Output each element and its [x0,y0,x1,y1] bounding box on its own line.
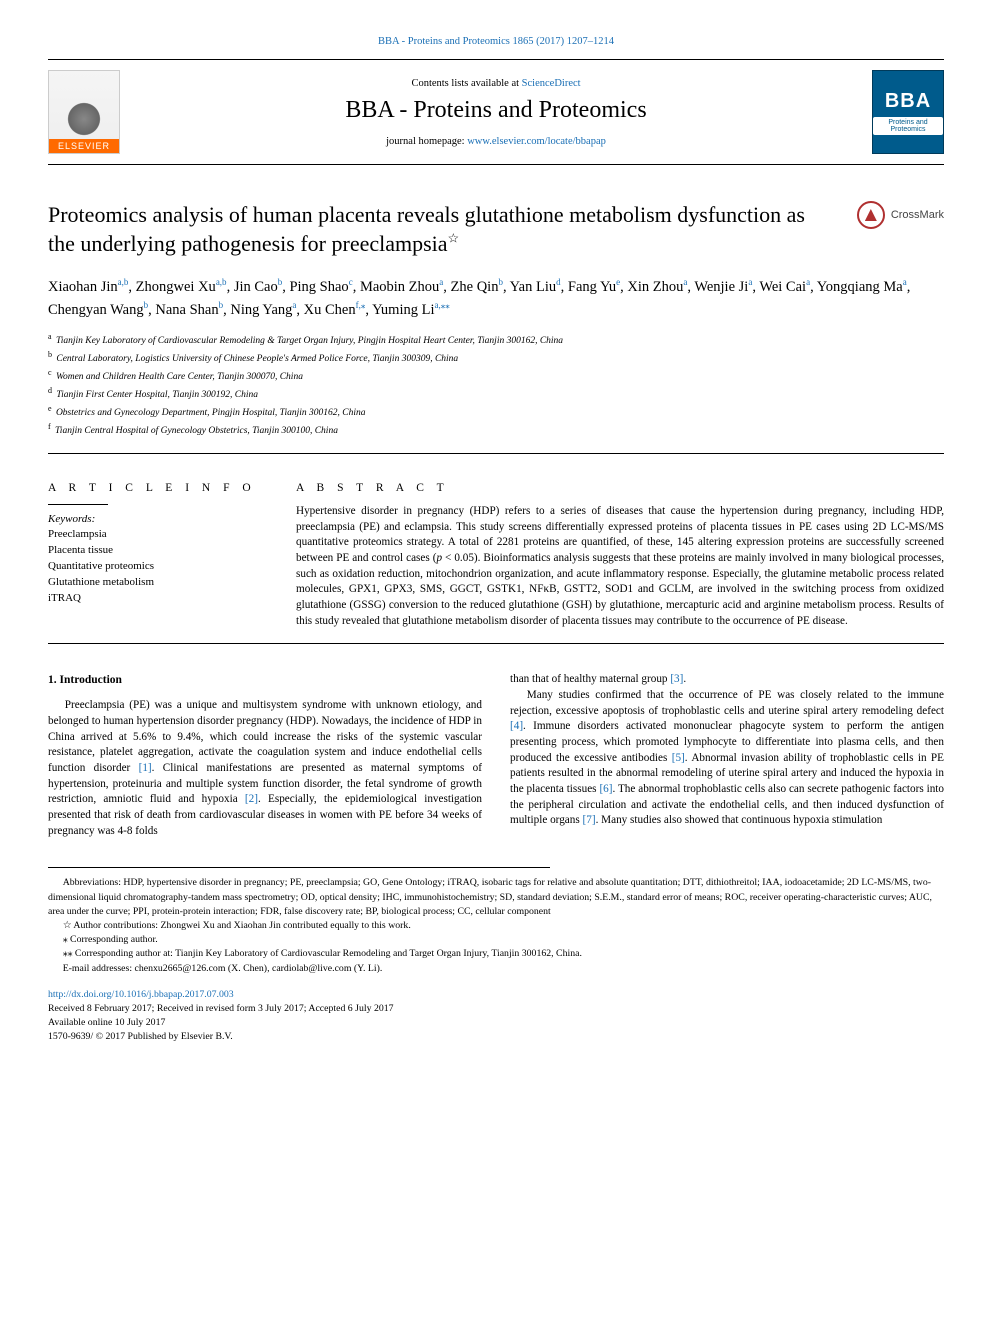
keyword: Glutathione metabolism [48,575,258,591]
homepage-prefix: journal homepage: [386,136,467,147]
info-mini-divider [48,504,108,505]
corr2: ⁎⁎ Corresponding author at: Tianjin Key … [48,947,944,961]
affiliation-line: c Women and Children Health Care Center,… [48,367,944,385]
info-abstract-row: A R T I C L E I N F O Keywords: Preeclam… [48,468,944,643]
keyword: iTRAQ [48,591,258,607]
divider-above-abstract [48,453,944,454]
homepage-line: journal homepage: www.elsevier.com/locat… [136,136,856,147]
bba-sub: Proteins and Proteomics [873,117,943,135]
elsevier-label: ELSEVIER [49,139,119,153]
title-star: ☆ [448,230,460,245]
email-1-who: (X. Chen), [225,963,272,974]
online-line: Available online 10 July 2017 [48,1016,944,1030]
email-1[interactable]: chenxu2665@126.com [135,963,226,974]
crossmark-icon [857,201,885,229]
journal-name: BBA - Proteins and Proteomics [136,97,856,124]
footnotes-divider-wrap [48,867,550,876]
crossmark-label: CrossMark [891,209,944,221]
email-2[interactable]: cardiolab@live.com [272,963,351,974]
received-line: Received 8 February 2017; Received in re… [48,1002,944,1016]
crossmark-badge[interactable]: CrossMark [857,201,944,229]
bottom-block: http://dx.doi.org/10.1016/j.bbapap.2017.… [48,988,944,1045]
bba-big: BBA [885,90,931,113]
intro-heading: 1. Introduction [48,672,482,688]
copyright-line: 1570-9639/ © 2017 Published by Elsevier … [48,1030,944,1044]
abstract-text: Hypertensive disorder in pregnancy (HDP)… [296,504,944,629]
abstract-head: A B S T R A C T [296,482,944,494]
contents-line: Contents lists available at ScienceDirec… [136,78,856,89]
title-row: Proteomics analysis of human placenta re… [48,201,944,258]
email-2-who: (Y. Li). [351,963,382,974]
corr1: ⁎ Corresponding author. [48,933,944,947]
homepage-link[interactable]: www.elsevier.com/locate/bbapap [467,136,606,147]
article-info: A R T I C L E I N F O Keywords: Preeclam… [48,482,258,629]
title-text: Proteomics analysis of human placenta re… [48,202,805,256]
keyword: Preeclampsia [48,527,258,543]
abstract: A B S T R A C T Hypertensive disorder in… [296,482,944,629]
abbrev-text: HDP, hypertensive disorder in pregnancy;… [48,877,932,916]
article-info-head: A R T I C L E I N F O [48,482,258,494]
bba-cover-icon: BBA Proteins and Proteomics [872,70,944,154]
affiliation-line: d Tianjin First Center Hospital, Tianjin… [48,385,944,403]
divider-below-abstract [48,643,944,644]
journal-header: ELSEVIER Contents lists available at Sci… [48,60,944,164]
affiliations: a Tianjin Key Laboratory of Cardiovascul… [48,331,944,439]
elsevier-logo: ELSEVIER [48,70,120,154]
abbreviations-line: Abbreviations: HDP, hypertensive disorde… [48,876,944,919]
keywords-list: PreeclampsiaPlacenta tissueQuantitative … [48,527,258,607]
affiliation-line: b Central Laboratory, Logistics Universi… [48,349,944,367]
top-citation: BBA - Proteins and Proteomics 1865 (2017… [48,36,944,47]
elsevier-tree-icon [59,89,109,139]
body-columns: 1. Introduction Preeclampsia (PE) was a … [48,672,944,839]
footnotes-block: Abbreviations: HDP, hypertensive disorde… [48,867,944,975]
affiliation-line: e Obstetrics and Gynecology Department, … [48,403,944,421]
email-line: E-mail addresses: chenxu2665@126.com (X.… [48,962,944,976]
intro-p1: Preeclampsia (PE) was a unique and multi… [48,698,482,839]
abbrev-label: Abbreviations: [63,877,121,888]
intro-p2-lead: than that of healthy maternal group [3]. [510,672,944,688]
contents-prefix: Contents lists available at [411,78,521,89]
star-note: ☆ Author contributions: Zhongwei Xu and … [48,919,944,933]
keywords-label: Keywords: [48,513,258,525]
sciencedirect-link[interactable]: ScienceDirect [522,78,581,89]
article-title: Proteomics analysis of human placenta re… [48,201,837,258]
email-label: E-mail addresses: [63,963,135,974]
keyword: Placenta tissue [48,543,258,559]
keyword: Quantitative proteomics [48,559,258,575]
affiliation-line: a Tianjin Key Laboratory of Cardiovascul… [48,331,944,349]
doi-link[interactable]: http://dx.doi.org/10.1016/j.bbapap.2017.… [48,989,234,1000]
authors-list: Xiaohan Jina,b, Zhongwei Xua,b, Jin Caob… [48,276,944,321]
intro-p2: Many studies confirmed that the occurren… [510,688,944,829]
affiliation-line: f Tianjin Central Hospital of Gynecology… [48,421,944,439]
divider-header-bottom [48,164,944,165]
header-center: Contents lists available at ScienceDirec… [136,78,856,147]
